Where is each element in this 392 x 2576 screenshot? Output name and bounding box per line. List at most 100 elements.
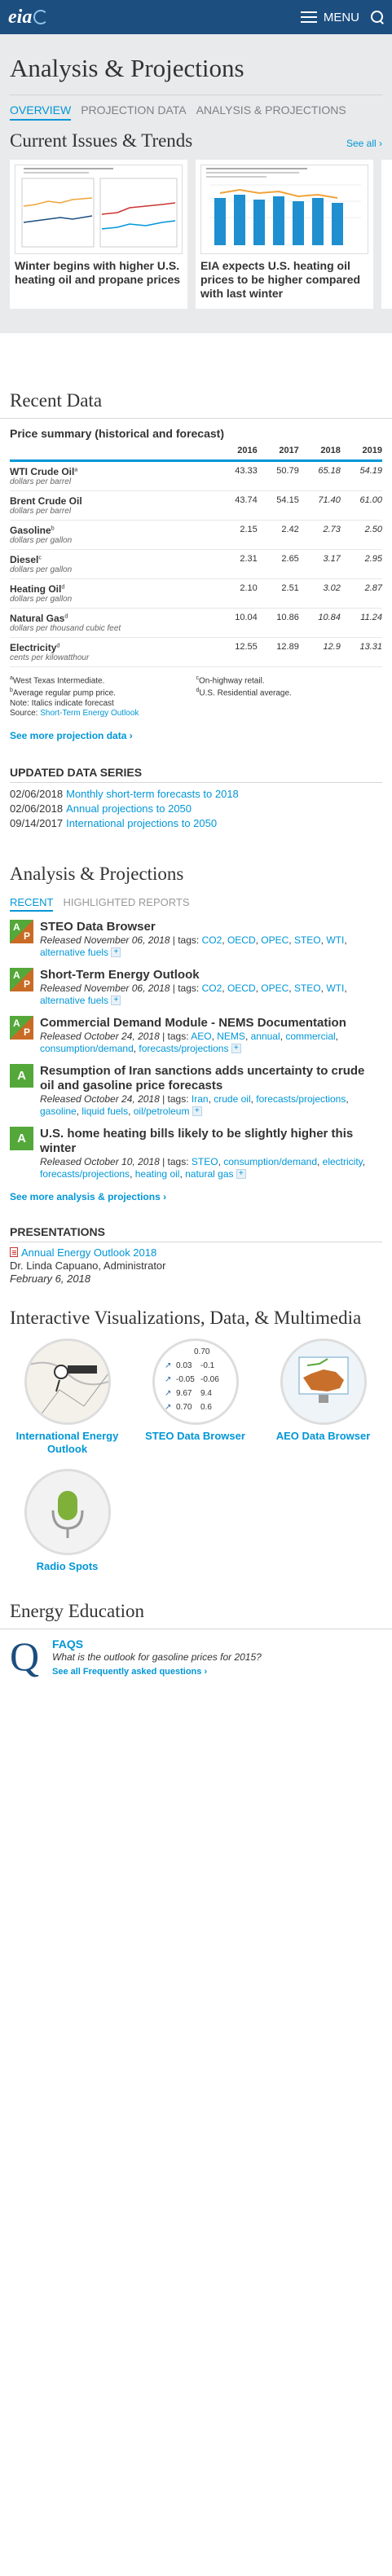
report-title-link[interactable]: Short-Term Energy Outlook [40,967,200,982]
tag-link[interactable]: annual [250,1030,280,1042]
year-header: 2018 [298,442,341,462]
updated-series-link[interactable]: Annual projections to 2050 [66,802,192,815]
table-row: Brent Crude Oil dollars per barrel 43.74 54… [10,490,382,521]
tab-projection-data[interactable]: PROJECTION DATA [81,103,187,116]
tile-label: Radio Spots [36,1559,99,1572]
price-value: 71.40 [298,490,341,521]
tag-link[interactable]: consumption/demand [40,1042,134,1054]
report-title-link[interactable]: Commercial Demand Module - NEMS Document… [40,1015,346,1030]
tag-link[interactable]: STEO [191,1155,218,1167]
page-title: Analysis & Projections [10,54,244,82]
tag-link[interactable]: forecasts/projections [139,1042,229,1054]
tag-link[interactable]: CO2 [201,934,222,946]
report-title-link[interactable]: U.S. home heating bills likely to be sli… [40,1126,354,1155]
ap-heading: Analysis & Projections [10,863,184,884]
chart-glyph-icon: ↗ [165,1361,171,1370]
tag-link[interactable]: forecasts/projections [40,1167,130,1180]
price-unit: dollars per barrel [10,477,72,486]
faq-see-all-link[interactable]: See all Frequently asked questions › [52,1666,208,1677]
list-item: A P Short-Term Energy Outlook Released Nove… [0,967,392,1007]
price-value: 54.15 [257,490,299,521]
steo-number: -0.06 [200,1375,219,1384]
source-link[interactable]: Short-Term Energy Outlook [40,708,139,718]
tag-link[interactable]: CO2 [201,982,222,994]
price-summary: Price summary (historical and forecast) … [0,427,392,719]
more-projection-data-link[interactable]: See more projection data › [10,729,133,741]
menu-button[interactable]: MENU [300,11,359,24]
interactive-heading: Interactive Visualizations, Data, & Mult… [10,1307,362,1328]
steo-number: -0.1 [200,1361,215,1370]
tag-link[interactable]: commercial [285,1030,336,1042]
price-value: 12.89 [257,637,299,667]
table-notes: aWest Texas Intermediate. bAverage regul… [10,674,382,719]
tag-link[interactable]: WTI [326,982,345,994]
tag-link[interactable]: OECD [227,934,256,946]
issue-card-chart-image [200,165,368,254]
tile-steo-data-browser[interactable]: 0.70 ↗ 0.03 -0.1 ↗ -0.05 -0.06 ↗ 9.67 9.4 ↗ 0.70 0.6… [131,1338,259,1456]
data-browser-thumbnail-icon: 0.70 ↗ 0.03 -0.1 ↗ -0.05 -0.06 ↗ 9.67 9.4 ↗ 0.70 0.6 [152,1338,239,1425]
tag-link[interactable]: consumption/demand [223,1155,317,1167]
presentation-link[interactable]: Annual Energy Outlook 2018 [10,1246,382,1259]
tag-link[interactable]: oil/petroleum [133,1105,190,1117]
expand-tags-icon[interactable]: + [231,1044,241,1054]
tag-link[interactable]: liquid fuels [81,1105,129,1117]
tag-link[interactable]: natural gas [185,1167,234,1180]
expand-tags-icon[interactable]: + [111,947,121,958]
faq-title[interactable]: FAQS [52,1637,84,1651]
price-value: 13.31 [340,637,382,667]
tag-link[interactable]: gasoline [40,1105,77,1117]
tag-link[interactable]: WTI [326,934,345,946]
updated-series-link[interactable]: International projections to 2050 [66,816,218,829]
issue-card-chart-image [15,165,183,254]
steo-number: 9.4 [200,1389,212,1398]
price-unit: dollars per thousand cubic feet [10,624,121,633]
tile-aeo-data-browser[interactable]: AEO Data Browser [259,1338,387,1456]
table-row: Dieselc dollars per gallon 2.31 2.65 3.17 2.9… [10,549,382,579]
expand-tags-icon[interactable]: + [192,1106,202,1117]
eia-logo[interactable]: eia [8,7,49,29]
tag-link[interactable]: OECD [227,982,256,994]
list-item: 02/06/2018 Annual projections to 2050 [10,802,192,815]
tag-link[interactable]: STEO [293,934,321,946]
tag-link[interactable]: AEO [191,1030,212,1042]
tag-link[interactable]: electricity [322,1155,363,1167]
more-analysis-link[interactable]: See more analysis & projections › [10,1190,167,1202]
faq-question[interactable]: What is the outlook for gasoline prices … [52,1651,262,1663]
presenter-name: Dr. Linda Capuano, Administrator [10,1259,166,1272]
tag-link[interactable]: alternative fuels [40,994,109,1006]
tile-radio-spots[interactable]: Radio Spots [3,1468,131,1573]
issue-card-partial[interactable] [381,160,392,309]
issues-see-all-link[interactable]: See all › [346,138,382,149]
price-value: 2.50 [340,520,382,550]
tab-analysis-projections[interactable]: ANALYSIS & PROJECTIONS [196,103,346,116]
list-item: 02/06/2018 Monthly short-term forecasts t… [10,787,239,800]
tab-overview[interactable]: OVERVIEW [10,103,72,121]
price-value: 65.18 [298,460,341,491]
tab-highlighted-reports[interactable]: HIGHLIGHTED REPORTS [63,895,190,908]
updated-series-link[interactable]: Monthly short-term forecasts to 2018 [66,787,239,800]
ap-tabs: RECENT HIGHLIGHTED REPORTS [0,896,392,912]
top-bar: eia MENU [0,0,392,34]
tag-link[interactable]: OPEC [261,982,289,994]
price-value: 2.95 [340,549,382,579]
year-header: 2016 [215,442,258,462]
tab-recent[interactable]: RECENT [10,896,54,912]
list-item: A P STEO Data Browser Released November 06,… [0,919,392,959]
tag-link[interactable]: NEMS [217,1030,245,1042]
expand-tags-icon[interactable]: + [236,1169,246,1180]
tag-link[interactable]: heating oil [134,1167,180,1180]
tile-international-energy-outlook[interactable]: International Energy Outlook [3,1338,131,1456]
tag-link[interactable]: OPEC [261,934,289,946]
expand-tags-icon[interactable]: + [111,996,121,1006]
tag-link[interactable]: alternative fuels [40,946,109,958]
issue-card[interactable]: EIA expects U.S. heating oil prices to b… [196,160,373,309]
search-icon[interactable] [371,11,384,24]
report-title-link[interactable]: STEO Data Browser [40,919,156,934]
note-gasoline: bAverage regular pump price. [10,688,116,698]
tag-link[interactable]: crude oil [214,1092,251,1105]
tag-link[interactable]: forecasts/projections [256,1092,346,1105]
report-title-link[interactable]: Resumption of Iran sanctions adds uncert… [40,1063,365,1092]
tag-link[interactable]: Iran [191,1092,209,1105]
issue-card[interactable]: Winter begins with higher U.S. heating o… [10,160,187,309]
tag-link[interactable]: STEO [293,982,321,994]
